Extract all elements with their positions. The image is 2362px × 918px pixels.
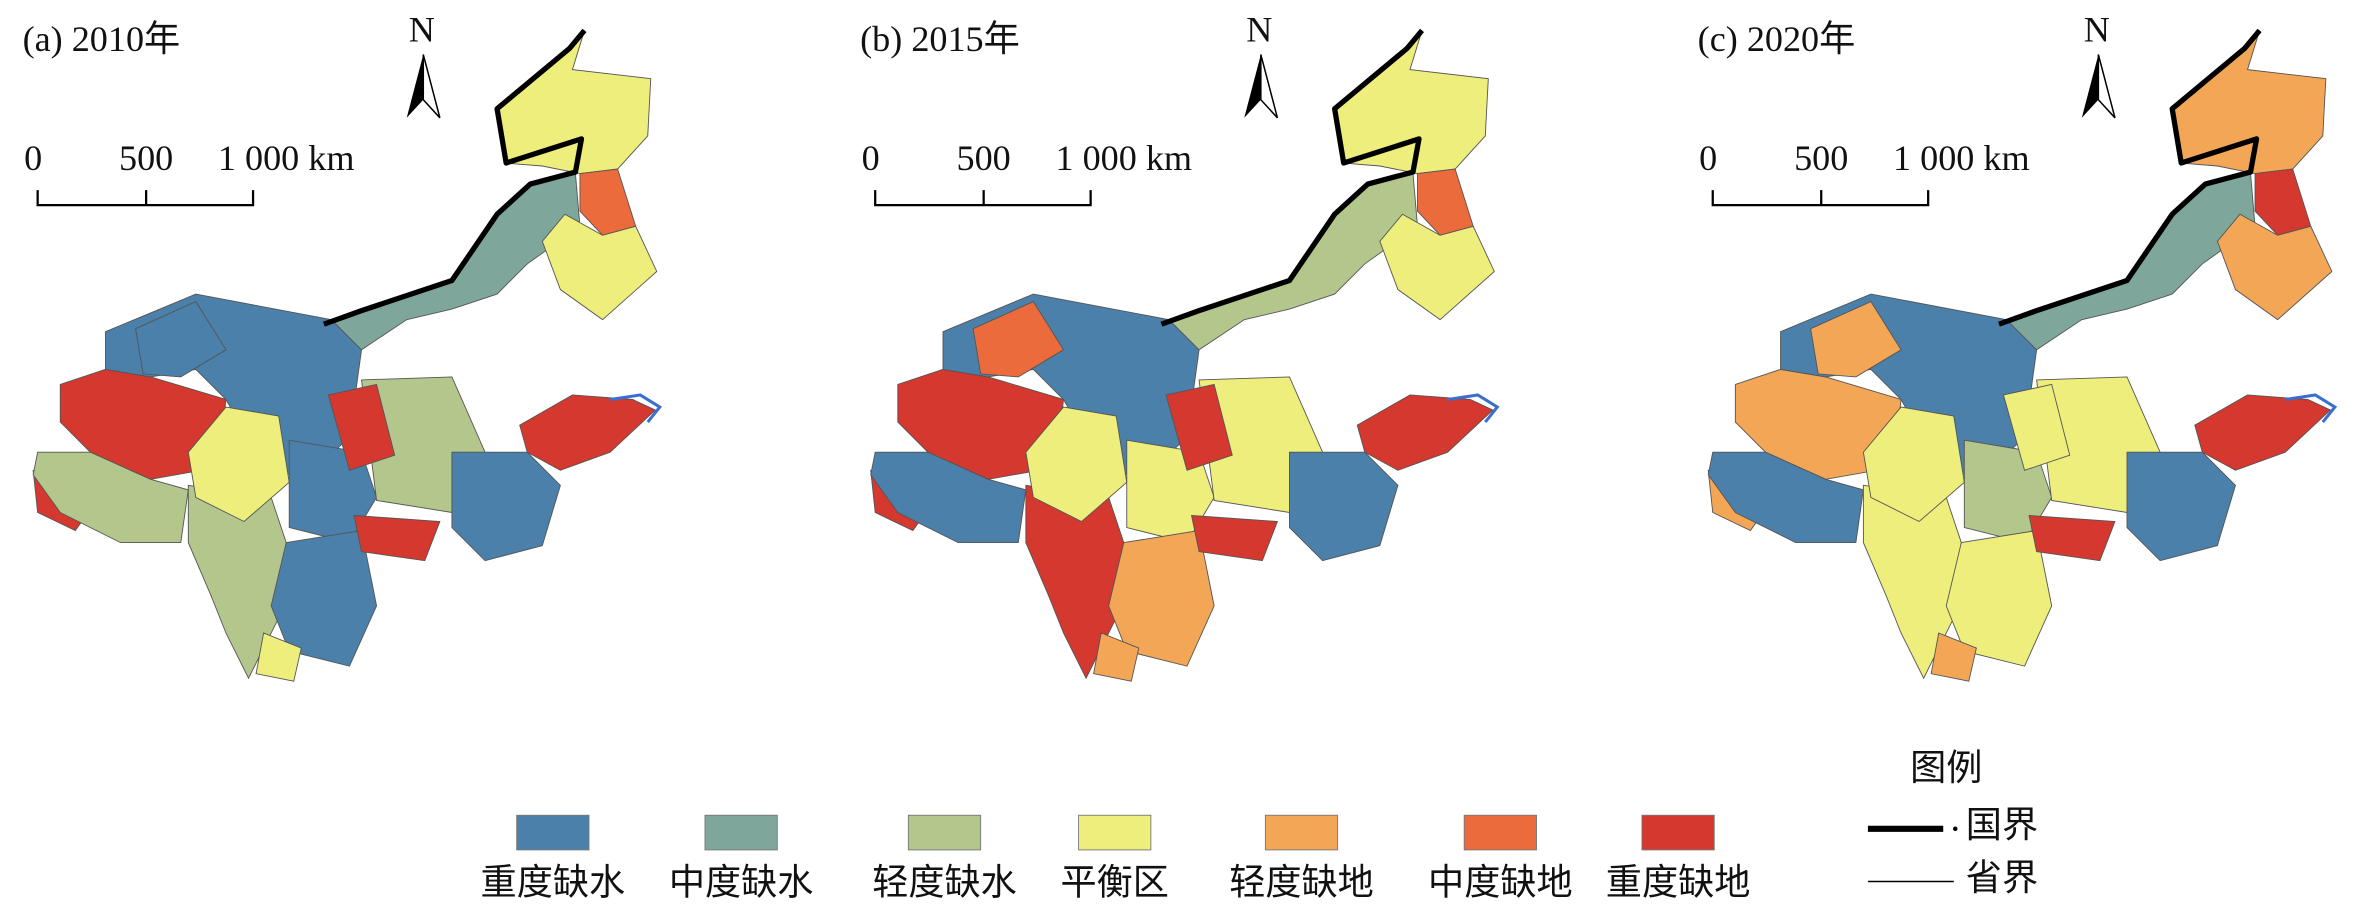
region: [353, 514, 441, 562]
region: [135, 301, 227, 378]
region: [1168, 172, 1418, 351]
region: [255, 632, 302, 682]
scale-label: 0: [1699, 138, 1717, 178]
region: [1025, 406, 1128, 523]
region: [330, 172, 581, 351]
region: [2254, 168, 2312, 236]
north-arrow: [2081, 54, 2099, 118]
region: [2002, 383, 2071, 471]
panel-title: (a) 2010年: [23, 19, 181, 59]
region: [1810, 301, 1902, 378]
north-arrow: [1244, 54, 1261, 118]
region: [870, 451, 1027, 544]
region: [519, 394, 657, 471]
region: [579, 168, 637, 236]
region: [451, 451, 561, 562]
legend-title: 图例: [1910, 748, 1982, 788]
north-label: N: [1246, 10, 1272, 50]
region: [1025, 484, 1125, 680]
region: [1190, 514, 1279, 562]
region: [1356, 394, 1494, 471]
map-panel: (c) 2020年 N 0 500 1 000 km: [1698, 10, 2338, 682]
map-panels: (a) 2010年 N 0 500 1 000 km (b) 2015年 N 0 500 1 00…: [23, 10, 2338, 682]
region: [1165, 383, 1233, 471]
legend-swatch: [1463, 814, 1537, 851]
region: [541, 213, 658, 321]
region: [1862, 406, 1965, 523]
legend-label: 中度缺水: [669, 862, 814, 902]
scale-label: 500: [1794, 138, 1848, 178]
scale-label: 500: [957, 138, 1011, 178]
legend-label: 平衡区: [1061, 862, 1169, 902]
region: [2126, 451, 2236, 562]
legend-label: 中度缺地: [1428, 862, 1573, 902]
legend-boundary: 省界: [1966, 858, 2038, 898]
national-border: [1998, 28, 2262, 327]
north-arrow: [406, 54, 424, 118]
region: [327, 383, 396, 471]
region: [1289, 451, 1399, 562]
legend-swatch: [1078, 814, 1152, 851]
legend-swatch: [516, 814, 590, 851]
north-label: N: [409, 10, 435, 50]
region: [1930, 632, 1977, 682]
scale-label: 1 000 km: [218, 138, 355, 178]
scale-label: 500: [119, 138, 173, 178]
region: [972, 301, 1065, 378]
legend-label: 轻度缺地: [1229, 862, 1374, 902]
legend-label: 重度缺地: [1606, 862, 1751, 902]
scale-label: 0: [862, 138, 880, 178]
region: [32, 451, 189, 544]
region: [1379, 213, 1495, 321]
legend-swatch: [907, 814, 982, 851]
scale-label: 1 000 km: [1055, 138, 1192, 178]
panel-title: (c) 2020年: [1698, 19, 1856, 59]
region: [1417, 168, 1474, 236]
panel-title: (b) 2015年: [860, 19, 1020, 59]
scale-label: 1 000 km: [1893, 138, 2030, 178]
north-arrow: [422, 54, 441, 119]
coastline: [1447, 393, 1500, 424]
region: [2216, 213, 2333, 321]
region: [1707, 451, 1864, 544]
map-panel: (b) 2015年 N 0 500 1 000 km: [860, 10, 1500, 682]
north-arrow: [2097, 54, 2116, 119]
legend-label: 重度缺水: [481, 862, 626, 902]
legend: 图例 国界 省界 重度缺水 中度缺水 轻度缺水 平衡区 轻度缺地 中度缺地 重度缺地: [481, 748, 2039, 902]
national-border: [1160, 28, 1425, 327]
region: [1334, 30, 1489, 174]
coastline: [2284, 393, 2338, 424]
region: [187, 484, 287, 680]
region: [2194, 394, 2332, 471]
region: [2005, 172, 2256, 351]
north-arrow: [1260, 54, 1279, 119]
legend-label: 轻度缺水: [872, 862, 1017, 902]
region: [187, 406, 290, 523]
legend-swatch: [704, 814, 778, 851]
symbol-dot: [1953, 826, 1958, 832]
legend-boundary: 国界: [1966, 805, 2038, 845]
region: [1862, 484, 1962, 680]
region: [1093, 632, 1140, 682]
national-border: [322, 28, 587, 327]
north-label: N: [2084, 10, 2110, 50]
coastline: [609, 393, 663, 424]
region: [496, 30, 652, 174]
legend-swatch: [1264, 814, 1339, 851]
scale-label: 0: [24, 138, 42, 178]
map-panel: (a) 2010年 N 0 500 1 000 km: [23, 10, 663, 682]
legend-swatch: [1641, 814, 1715, 851]
region: [2028, 514, 2116, 562]
region: [2171, 30, 2327, 174]
